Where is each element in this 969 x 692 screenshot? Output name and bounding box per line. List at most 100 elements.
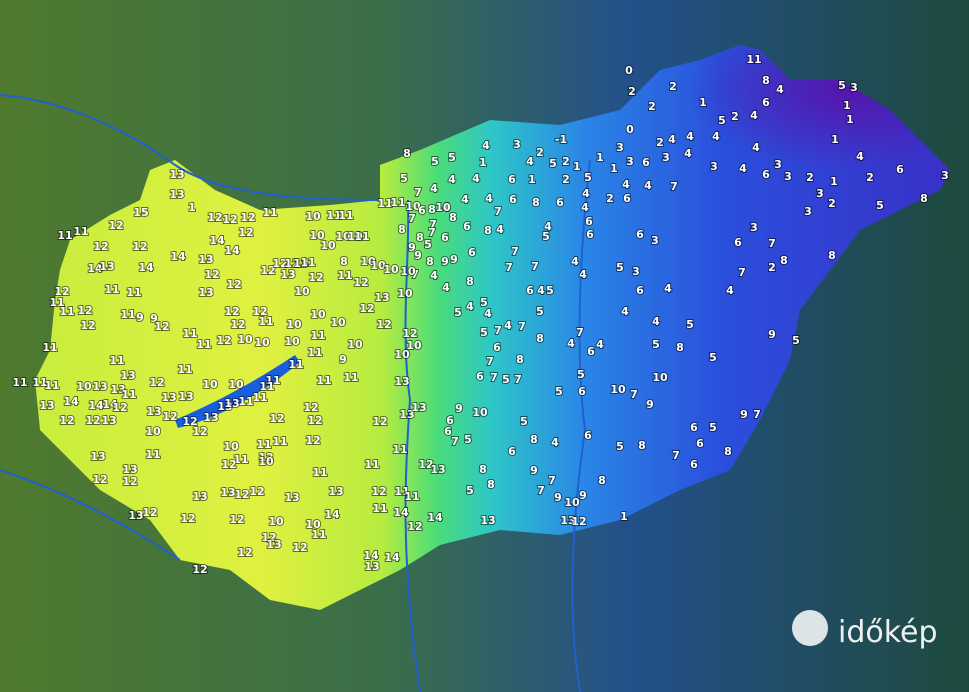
station-temp: 6 [636, 284, 644, 297]
station-temp: 3 [941, 169, 949, 182]
station-temp: 6 [690, 458, 698, 471]
station-temp: 4 [581, 201, 589, 214]
station-temp: 8 [426, 255, 434, 268]
station-temp: 8 [416, 231, 424, 244]
station-temp: 2 [806, 171, 814, 184]
station-temp: 11 [354, 230, 369, 243]
station-temp: 11 [337, 269, 352, 282]
station-temp: 11 [104, 283, 119, 296]
station-temp: 3 [513, 138, 521, 151]
station-temp: 12 [122, 475, 137, 488]
station-temp: 9 [768, 328, 776, 341]
station-temp: 7 [738, 266, 746, 279]
station-temp: 13 [280, 268, 295, 281]
station-temp: 12 [216, 334, 231, 347]
station-temp: 12 [154, 320, 169, 333]
station-temp: 10 [320, 239, 336, 252]
station-temp: 10 [228, 378, 244, 391]
station-temp: 1 [620, 510, 628, 523]
station-temp: 12 [261, 531, 276, 544]
station-temp: 9 [646, 398, 654, 411]
station-temp: 5 [464, 433, 472, 446]
station-temp: 11 [196, 338, 211, 351]
station-temp: 13 [99, 260, 114, 273]
station-temp: 14 [427, 511, 443, 524]
station-temp: 4 [622, 178, 630, 191]
station-temp: 10 [294, 285, 310, 298]
station-temp: 13 [90, 450, 105, 463]
station-temp: 11 [256, 438, 271, 451]
logo-icon [792, 610, 828, 646]
lake [175, 355, 300, 428]
station-temp: 12 [85, 414, 100, 427]
station-temp: 9 [136, 311, 144, 324]
station-temp: 13 [394, 375, 409, 388]
station-temp: 12 [222, 213, 237, 226]
station-temp: 12 [376, 318, 391, 331]
station-temp: 4 [448, 173, 456, 186]
station-temp: 11 [404, 490, 419, 503]
station-temp: 2 [606, 192, 614, 205]
station-temp: 8 [598, 474, 606, 487]
station-temp: 11 [121, 388, 136, 401]
station-temp: 4 [526, 155, 534, 168]
station-temp: 5 [542, 230, 550, 243]
station-temp: 13 [430, 463, 445, 476]
station-temp: 8 [449, 211, 457, 224]
station-temp: 5 [448, 151, 456, 164]
station-temp: 6 [623, 192, 631, 205]
station-temp: 4 [668, 133, 676, 146]
station-temp: 4 [652, 315, 660, 328]
station-temp: 5 [616, 261, 624, 274]
station-temp: 10 [254, 336, 270, 349]
station-temp: 10 [360, 255, 376, 268]
station-temp: 8 [780, 254, 788, 267]
station-temp: 11 [310, 329, 325, 342]
station-temp: 5 [549, 157, 557, 170]
station-temp: 12 [192, 563, 207, 576]
station-temp: 15 [133, 206, 148, 219]
station-temp: 1 [610, 162, 618, 175]
station-temp: 12 [234, 488, 249, 501]
station-temp: 4 [485, 192, 493, 205]
station-temp: 10 [305, 518, 321, 531]
station-temp: 7 [494, 205, 502, 218]
station-temp: 13 [128, 509, 143, 522]
station-temp: 11 [258, 315, 273, 328]
station-temp: 8 [920, 192, 928, 205]
station-temp: 1 [699, 96, 707, 109]
station-temp: 6 [584, 429, 592, 442]
station-temp: 6 [468, 246, 476, 259]
station-temp: 6 [476, 370, 484, 383]
station-temp: 10 [435, 201, 451, 214]
station-temp: 7 [486, 355, 494, 368]
station-temp: 8 [484, 224, 492, 237]
station-temp: 13 [198, 253, 213, 266]
station-temp: 10 [330, 316, 346, 329]
station-temp: 1 [846, 113, 854, 126]
station-temp: 6 [526, 284, 534, 297]
station-temp: 4 [856, 150, 864, 163]
station-temp: 11 [233, 453, 248, 466]
station-temp: 12 [252, 305, 267, 318]
station-temp: 9 [414, 249, 422, 262]
station-temp: 12 [402, 327, 417, 340]
station-temp: 7 [537, 484, 545, 497]
station-temp: 9 [408, 241, 416, 254]
station-temp: 13 [266, 538, 281, 551]
station-temp: 10 [305, 210, 321, 223]
station-temp: 10 [347, 338, 363, 351]
station-temp: 7 [753, 408, 761, 421]
station-temp: 14 [324, 508, 340, 521]
station-temp: 2 [731, 110, 739, 123]
station-temp: 5 [480, 296, 488, 309]
station-temp: 13 [293, 257, 308, 270]
station-temp: 14 [102, 398, 118, 411]
station-temp: 6 [446, 414, 454, 427]
station-temp: 4 [466, 300, 474, 313]
station-temp: 12 [226, 278, 241, 291]
station-temp: 11 [272, 435, 287, 448]
station-temp: 8 [479, 463, 487, 476]
station-temp: 11 [120, 308, 135, 321]
